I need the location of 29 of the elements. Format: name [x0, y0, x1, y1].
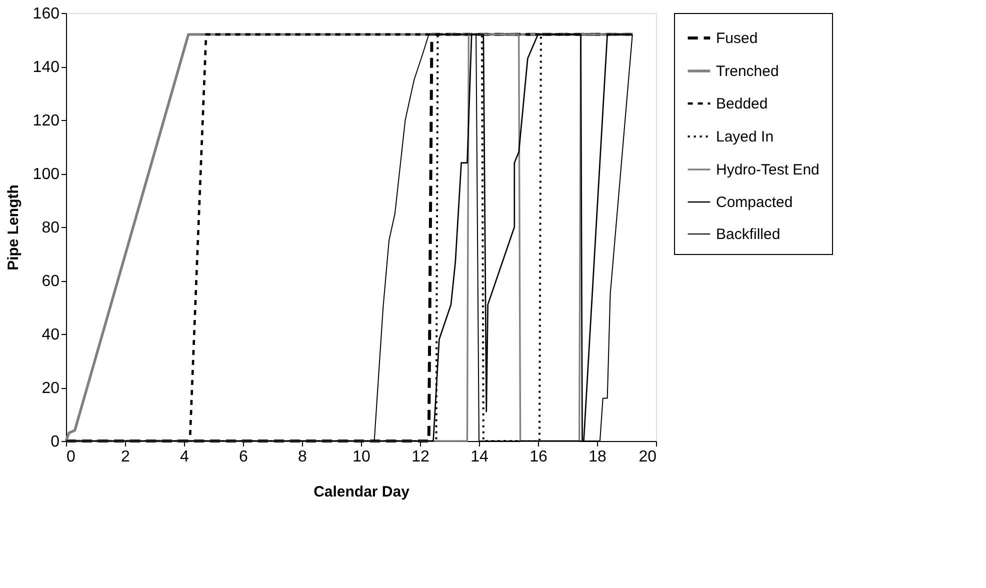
x-tick-label: 2: [121, 448, 130, 466]
x-tick-label: 4: [180, 448, 190, 466]
y-tick-label: 40: [42, 326, 60, 344]
legend-label: Trenched: [716, 63, 779, 80]
x-tick-label: 0: [66, 448, 76, 466]
y-axis-title: Pipe Length: [4, 184, 22, 270]
legend-label: Layed In: [716, 128, 774, 146]
x-tick-label: 16: [530, 448, 548, 466]
x-tick-label: 12: [412, 448, 430, 466]
y-tick-label: 100: [32, 166, 60, 183]
legend-label: Fused: [716, 30, 758, 47]
legend-label: Hydro-Test End: [716, 162, 820, 178]
x-tick-label: 18: [588, 448, 606, 466]
y-tick-label: 20: [42, 380, 60, 397]
y-tick-label: 160: [32, 6, 60, 22]
x-tick-label: 6: [239, 448, 248, 466]
y-tick-label: 80: [42, 220, 60, 236]
y-tick-label: 0: [50, 434, 60, 450]
x-axis-title: Calendar Day: [314, 484, 410, 500]
y-tick-label: 60: [42, 273, 60, 290]
x-tick-label: 10: [352, 448, 370, 466]
x-tick-label: 8: [298, 448, 308, 466]
x-tick-label: 14: [470, 448, 488, 466]
legend-label: Compacted: [716, 194, 793, 211]
legend-label: Backfilled: [716, 226, 780, 243]
y-tick-label: 140: [32, 59, 60, 76]
y-tick-label: 120: [32, 112, 60, 130]
legend-label: Bedded: [716, 96, 768, 112]
x-tick-label: 20: [638, 448, 657, 466]
